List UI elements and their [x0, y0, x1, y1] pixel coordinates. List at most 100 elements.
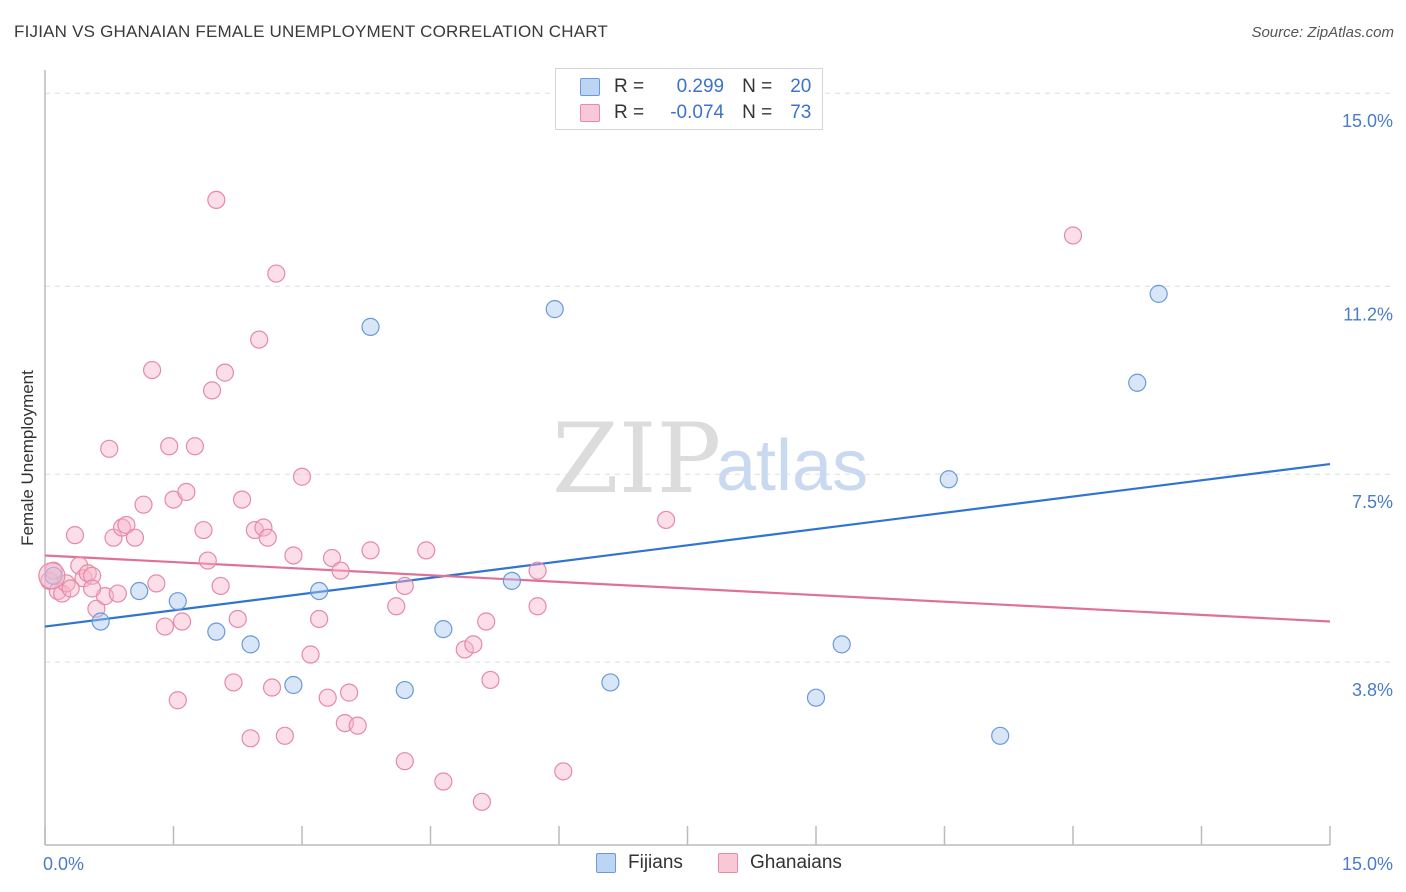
ghanaian-point — [275, 726, 294, 745]
ghanaian-point — [202, 381, 222, 400]
ghanaian-point — [194, 520, 213, 540]
correlation-legend: R = 0.299 N = 20 R = -0.074 N = 73 — [555, 68, 823, 130]
ghanaian-point — [455, 640, 474, 659]
legend-n-label: N = — [742, 102, 773, 123]
fijian-point — [168, 592, 187, 611]
ghanaian-point — [348, 716, 367, 735]
ghanaian-point — [168, 691, 187, 710]
fijian-point — [1149, 284, 1168, 303]
fijian-point — [991, 726, 1010, 745]
ghanaian-point — [395, 752, 414, 771]
series-legend: Fijians Ghanaians — [0, 852, 1406, 878]
fijian-point — [502, 571, 521, 590]
fijian-point — [434, 620, 453, 639]
fijian-point — [545, 300, 564, 319]
series-legend-fijians[interactable]: Fijians — [596, 852, 683, 874]
legend-n-value: 73 — [790, 102, 812, 123]
ghanaian-point — [108, 584, 127, 603]
ghanaian-point — [301, 645, 320, 664]
series-swatch-ghanaians — [718, 853, 738, 873]
ghanaian-point — [258, 528, 277, 547]
y-tick-label: 7.5% — [1352, 492, 1393, 512]
ghanaian-point — [215, 363, 234, 382]
ghanaian-point — [656, 510, 676, 530]
x-tick-label: 0.0% — [43, 854, 84, 874]
ghanaian-point — [142, 360, 162, 380]
axes — [44, 70, 1331, 846]
ghanaian-point — [228, 609, 247, 629]
ghanaian-point — [417, 541, 436, 560]
tick-labels: 3.8% 7.5% 11.2% 15.0% 0.0% 15.0% — [43, 111, 1393, 874]
fijian-point — [130, 581, 149, 601]
ghanaian-point — [117, 515, 136, 535]
ghanaian-point — [284, 546, 303, 565]
ghanaian-point — [125, 528, 145, 547]
ghanaian-point — [134, 495, 153, 514]
ghanaian-point — [254, 518, 273, 537]
ghanaian-point — [310, 609, 329, 629]
legend-r-label: R = — [614, 102, 645, 123]
ghanaian-point — [172, 612, 192, 631]
series-swatch-fijians — [596, 853, 616, 873]
fijian-point — [207, 622, 226, 641]
watermark: ZIP atlas — [552, 403, 868, 515]
ghanaian-trend-line — [44, 554, 1331, 623]
ghanaian-point — [211, 576, 230, 596]
ghanaian-point — [83, 579, 102, 598]
ghanaian-point — [361, 541, 380, 560]
legend-n-value: 20 — [790, 76, 812, 97]
chart-title: FIJIAN VS GHANAIAN FEMALE UNEMPLOYMENT C… — [14, 22, 609, 41]
ghanaian-point — [322, 548, 342, 568]
fijian-point — [241, 635, 260, 654]
ghanaian-point — [232, 490, 252, 509]
legend-n-label: N = — [742, 76, 773, 97]
ghanaian-point — [387, 597, 406, 616]
ghanaian-point — [528, 597, 547, 616]
ghanaian-point — [477, 612, 496, 631]
legend-swatch-ghanaians — [580, 104, 600, 122]
ghanaian-point — [61, 579, 80, 598]
ghanaian-point — [160, 437, 179, 456]
y-tick-label: 15.0% — [1342, 111, 1393, 131]
series-name-ghanaians: Ghanaians — [750, 852, 842, 873]
ghanaian-point — [207, 190, 226, 210]
ghanaian-point — [554, 762, 573, 781]
x-tick-label: 15.0% — [1342, 854, 1393, 874]
data-points — [38, 190, 1168, 811]
legend-row-fijians: R = 0.299 N = 20 — [580, 75, 811, 99]
fijian-point — [284, 675, 303, 695]
fijian-trend-line — [44, 462, 1331, 628]
watermark-atlas: atlas — [716, 426, 868, 506]
ghanaian-point — [481, 670, 500, 690]
ghanaian-point — [1063, 226, 1083, 245]
ghanaian-point — [65, 526, 85, 545]
ghanaian-point — [395, 576, 414, 596]
ghanaian-point — [224, 673, 243, 692]
series-name-fijians: Fijians — [628, 852, 683, 873]
ghanaian-point — [177, 482, 196, 502]
series-legend-ghanaians[interactable]: Ghanaians — [718, 852, 842, 874]
fijian-point — [832, 635, 851, 654]
trend-lines — [44, 462, 1331, 628]
source-attribution: Source: ZipAtlas.com — [1251, 24, 1394, 41]
fijian-point — [601, 673, 620, 692]
ghanaian-point — [53, 584, 72, 603]
ghanaian-point — [292, 467, 312, 486]
ghanaian-point — [262, 678, 282, 697]
ghanaian-point — [340, 683, 359, 702]
ghanaian-point-cluster — [38, 562, 66, 590]
fijian-point — [91, 612, 110, 631]
ghanaian-point — [155, 617, 175, 636]
watermark-zip: ZIP — [552, 403, 721, 515]
ghanaian-point — [464, 635, 483, 654]
legend-row-ghanaians: R = -0.074 N = 73 — [580, 101, 811, 125]
ghanaian-point — [267, 264, 286, 283]
ghanaian-point — [83, 566, 102, 585]
ghanaian-point — [331, 561, 350, 580]
ghanaian-point — [528, 561, 547, 580]
ghanaian-point — [198, 551, 217, 570]
ghanaian-point — [241, 729, 260, 748]
fijian-point — [806, 688, 826, 707]
fijian-point — [939, 470, 958, 489]
